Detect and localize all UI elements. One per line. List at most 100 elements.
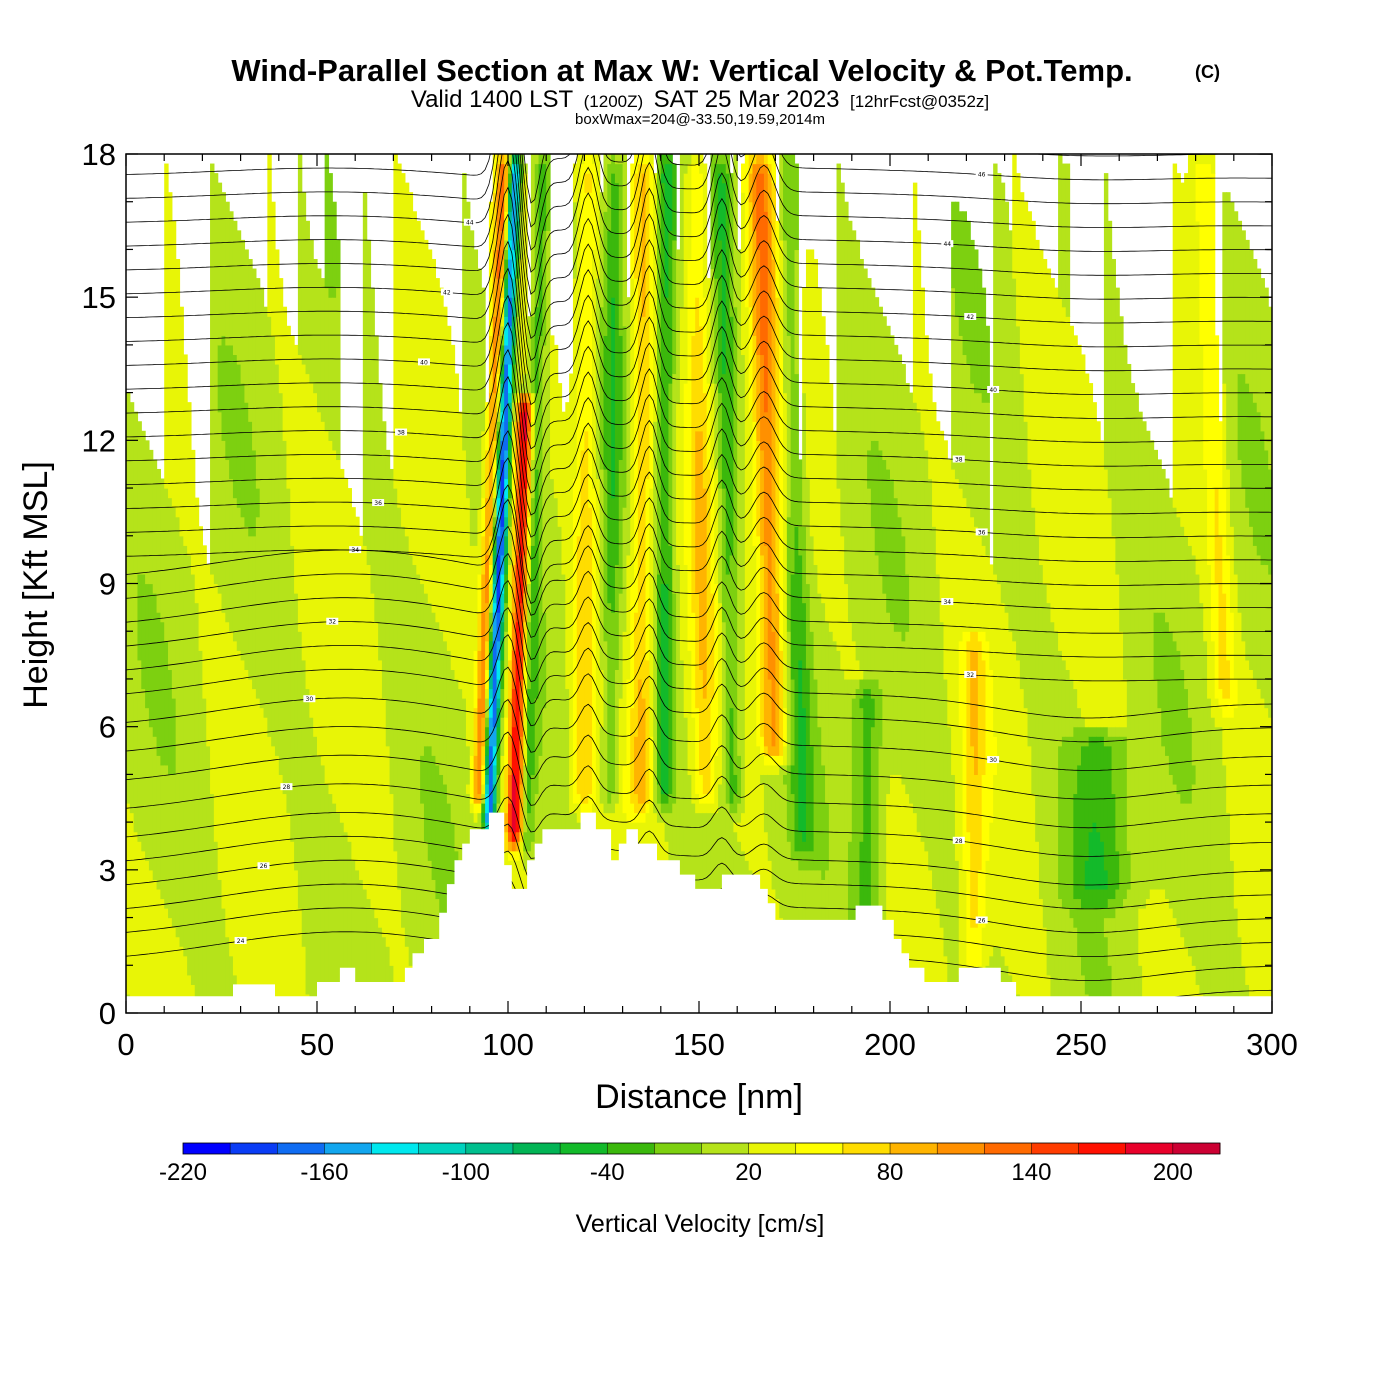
- w-cell: [660, 154, 666, 174]
- w-cell: [649, 488, 654, 737]
- w-cell: [996, 583, 1002, 947]
- w-cell: [962, 211, 967, 356]
- theta-label: 34: [943, 599, 951, 606]
- w-cell: [974, 631, 979, 651]
- w-cell: [1073, 688, 1078, 728]
- w-cell: [874, 554, 880, 680]
- w-cell: [981, 631, 987, 661]
- w-cell: [702, 392, 708, 489]
- w-cell: [1084, 860, 1090, 890]
- w-cell: [935, 421, 941, 575]
- w-cell: [458, 411, 463, 690]
- w-cell: [301, 946, 307, 1013]
- theta-label-bg: [975, 916, 988, 924]
- w-cell: [702, 793, 708, 804]
- w-cell: [920, 841, 925, 1013]
- w-cell: [248, 678, 253, 1013]
- theta-contour: [126, 525, 1272, 638]
- colorbar-tick-label: 200: [1153, 1159, 1193, 1186]
- w-cell: [171, 774, 177, 928]
- w-cell: [500, 325, 505, 336]
- w-cell: [790, 860, 796, 947]
- w-cell: [412, 211, 417, 566]
- w-cell: [870, 698, 876, 728]
- w-cell: [1016, 659, 1021, 995]
- w-cell: [970, 516, 975, 632]
- theta-contour: [126, 666, 1272, 771]
- w-cell: [1054, 287, 1059, 632]
- w-cell: [504, 573, 509, 604]
- w-cell: [500, 621, 505, 642]
- w-cell: [981, 402, 987, 546]
- w-cell: [1260, 278, 1265, 432]
- w-cell: [783, 774, 788, 785]
- w-cell: [676, 249, 681, 403]
- w-cell: [1069, 678, 1074, 737]
- w-cell: [851, 698, 857, 976]
- w-cell: [805, 249, 811, 480]
- w-cell: [993, 573, 998, 737]
- w-cell: [656, 783, 662, 804]
- w-cell: [771, 774, 776, 890]
- w-cell: [473, 707, 479, 756]
- w-cell: [504, 163, 509, 193]
- w-cell: [905, 383, 910, 575]
- w-cell: [1165, 755, 1170, 900]
- w-cell: [481, 745, 486, 766]
- w-cell: [775, 755, 780, 766]
- w-cell: [1168, 631, 1174, 775]
- w-cell: [656, 154, 662, 575]
- w-cell: [504, 554, 509, 575]
- x-tick-label: 200: [864, 1027, 916, 1062]
- w-cell: [500, 344, 505, 365]
- theta-contour: [126, 823, 1272, 910]
- theta-label: 36: [374, 500, 382, 507]
- w-cell: [1172, 507, 1178, 642]
- w-cell: [332, 201, 337, 298]
- w-cell: [668, 545, 673, 795]
- w-cell: [924, 335, 929, 451]
- w-cell: [1092, 908, 1097, 1013]
- w-cell: [194, 602, 200, 1005]
- w-cell: [786, 335, 792, 518]
- w-cell: [1226, 698, 1231, 718]
- w-cell: [1176, 516, 1181, 651]
- w-cell: [1176, 650, 1181, 795]
- w-cell: [645, 154, 650, 165]
- w-cell: [592, 249, 597, 489]
- theta-label: 42: [966, 314, 974, 321]
- w-cell: [1218, 707, 1223, 728]
- w-cell: [672, 593, 677, 804]
- w-cell: [855, 678, 861, 690]
- w-cell: [618, 593, 624, 699]
- w-cell: [477, 803, 482, 814]
- w-cell: [1180, 526, 1185, 670]
- colorbar-swatch: [607, 1143, 655, 1154]
- w-cell: [1084, 888, 1090, 909]
- w-cell: [351, 860, 356, 995]
- w-cell: [855, 688, 861, 976]
- w-cell: [1092, 402, 1097, 728]
- w-cell: [870, 678, 876, 699]
- w-cell: [851, 640, 857, 680]
- w-cell: [909, 803, 914, 1013]
- w-cell: [1222, 383, 1227, 489]
- w-cell: [1195, 573, 1201, 985]
- w-cell: [148, 449, 154, 585]
- w-cell: [362, 888, 368, 1013]
- w-cell: [676, 402, 681, 566]
- w-cell: [492, 249, 498, 317]
- w-cell: [1214, 698, 1220, 728]
- w-cell: [1016, 325, 1021, 661]
- w-cell: [236, 363, 242, 508]
- w-cell: [1126, 888, 1132, 1013]
- w-cell: [378, 659, 383, 928]
- w-cell: [477, 507, 482, 575]
- colorbar-swatch: [324, 1143, 373, 1154]
- w-cell: [1088, 383, 1094, 728]
- w-cell: [465, 783, 471, 795]
- w-cell: [496, 335, 501, 356]
- w-cell: [855, 659, 861, 680]
- w-cell: [271, 201, 276, 336]
- w-cell: [145, 860, 150, 1013]
